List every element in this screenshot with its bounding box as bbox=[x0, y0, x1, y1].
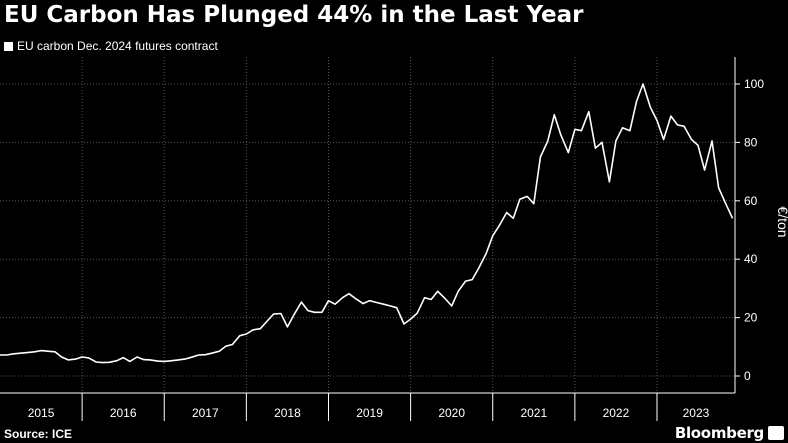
x-tick-label-2018: 2018 bbox=[274, 406, 301, 420]
y-tick-label-0: 0 bbox=[744, 369, 751, 383]
x-tick-label-2017: 2017 bbox=[192, 406, 219, 420]
y-tick-label-80: 80 bbox=[744, 135, 758, 149]
y-tick-label-20: 20 bbox=[744, 311, 758, 325]
legend: EU carbon Dec. 2024 futures contract bbox=[4, 39, 218, 53]
plot-area bbox=[0, 83, 734, 364]
x-tick-label-2016: 2016 bbox=[110, 406, 137, 420]
y-tick-label-60: 60 bbox=[744, 194, 758, 208]
y-axis: 0 20 40 60 80 100 bbox=[734, 57, 764, 393]
y-tick-label-100: 100 bbox=[744, 77, 764, 91]
x-tick-label-2019: 2019 bbox=[356, 406, 383, 420]
y-tick-label-40: 40 bbox=[744, 252, 758, 266]
x-axis: 2015 2016 2017 2018 2019 2020 2021 2022 2023 bbox=[0, 392, 735, 421]
y-axis-label: €/ton bbox=[775, 206, 788, 237]
x-tick-label-2023: 2023 bbox=[683, 406, 710, 420]
chart-title: EU Carbon Has Plunged 44% in the Last Ye… bbox=[4, 2, 584, 28]
x-tick-label-2020: 2020 bbox=[438, 406, 465, 420]
series-line-0 bbox=[0, 83, 734, 364]
bloomberg-terminal-icon bbox=[768, 426, 784, 440]
x-tick-label-2022: 2022 bbox=[603, 406, 630, 420]
source-note: Source: ICE bbox=[4, 427, 73, 441]
x-tick-label-2021: 2021 bbox=[520, 406, 547, 420]
legend-label: EU carbon Dec. 2024 futures contract bbox=[17, 39, 218, 53]
legend-swatch bbox=[4, 41, 13, 51]
bloomberg-logo: Bloomberg bbox=[674, 424, 764, 442]
x-tick-label-2015: 2015 bbox=[28, 406, 55, 420]
gridlines bbox=[0, 57, 735, 393]
